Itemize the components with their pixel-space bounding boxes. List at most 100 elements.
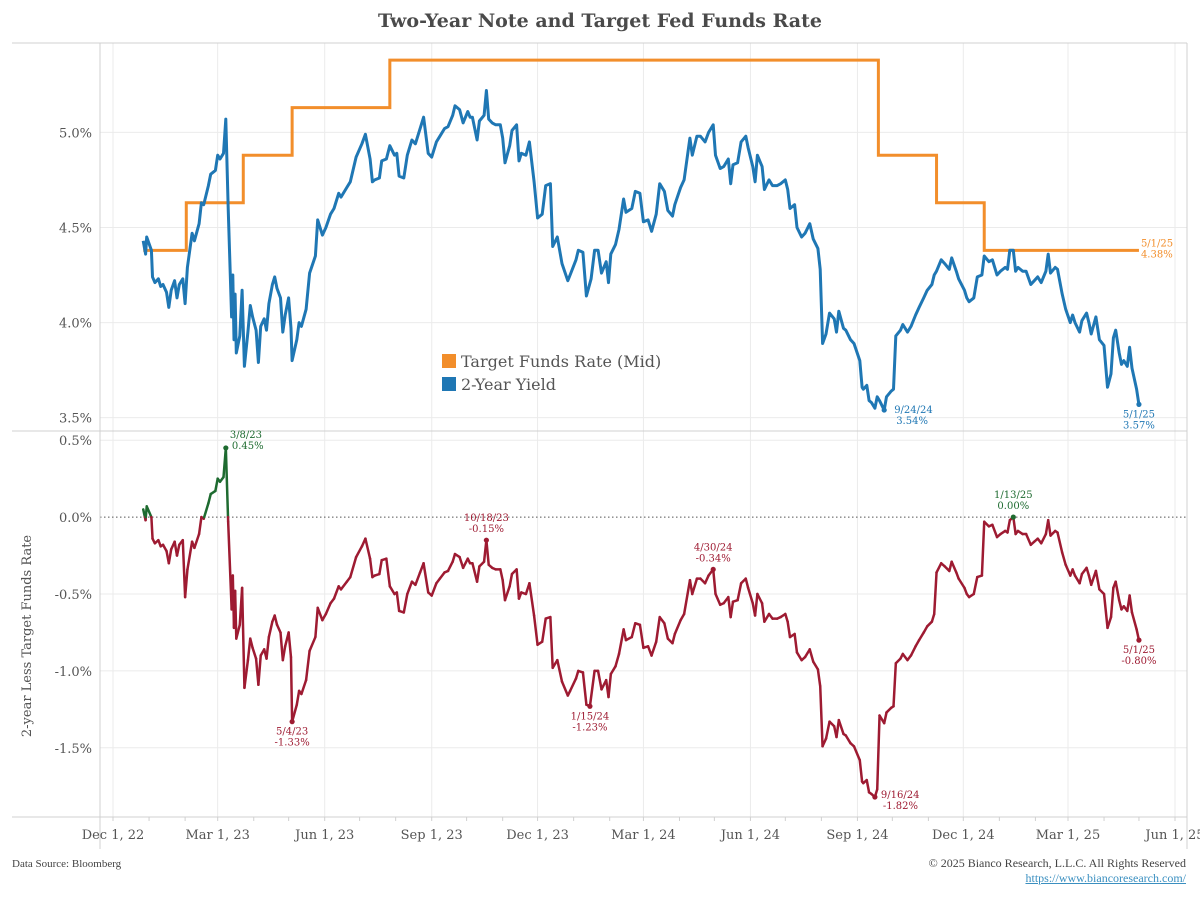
spread-segment-negative	[892, 661, 898, 708]
spread-segment-negative	[388, 585, 396, 596]
spread-segment-negative	[736, 581, 743, 602]
spread-segment-positive	[214, 477, 219, 493]
legend-swatch	[442, 377, 456, 391]
annotation-marker	[1010, 514, 1016, 520]
spread-segment-negative	[865, 778, 871, 794]
spread-segment-negative	[729, 600, 735, 619]
spread-segment-negative	[917, 631, 925, 642]
x-tick-label: Jun 1, 25	[1143, 828, 1200, 843]
spread-segment-negative	[458, 555, 465, 570]
spread-segment-positive	[207, 492, 212, 505]
spread-segment-negative	[581, 671, 588, 706]
y-tick-label-top: 5.0%	[59, 126, 92, 141]
legend-label: 2-Year Yield	[461, 375, 556, 394]
two-year-yield-line	[141, 89, 1141, 412]
spread-segment-negative	[308, 635, 317, 653]
spread-segment-negative	[991, 523, 999, 539]
annotation-date: 1/13/25	[994, 490, 1033, 501]
spread-segment-negative	[499, 568, 504, 582]
chart-title: Two-Year Note and Target Fed Funds Rate	[378, 10, 822, 32]
spread-segment-negative	[811, 660, 820, 671]
spread-segment-negative	[630, 621, 637, 639]
spread-segment-negative	[289, 655, 294, 723]
spread-segment-negative	[957, 577, 966, 590]
spread-segment-negative	[339, 580, 349, 591]
spread-segment-negative	[422, 562, 430, 594]
spread-segment-negative	[935, 562, 943, 574]
axis-layer: Dec 1, 22 Mar 1, 23 Jun 1, 23 Sep 1, 23 Dec …	[12, 42, 1200, 849]
annotation-date: 4/30/24	[694, 542, 733, 553]
website-link[interactable]: https://www.biancoresearch.com/	[1025, 871, 1186, 885]
spread-segment-negative	[930, 612, 936, 623]
spread-segment-negative	[1012, 515, 1017, 536]
spread-segment-negative	[607, 672, 613, 699]
y-tick-label-bottom: -1.5%	[55, 742, 92, 757]
spread-segment-negative	[744, 577, 750, 590]
spread-segment-negative	[1024, 532, 1033, 547]
y-tick-label-bottom: -1.0%	[55, 665, 92, 680]
spread-segment-negative	[1102, 592, 1109, 630]
spread-segment-negative	[364, 537, 372, 560]
legend-swatch	[442, 354, 456, 368]
annotation-value: 3.57%	[1123, 420, 1155, 431]
spread-segment-negative	[385, 557, 392, 588]
x-tick-label: Dec 1, 22	[82, 828, 145, 843]
spread-segment-negative	[835, 718, 841, 739]
spread-segment-negative	[438, 571, 446, 580]
spread-segment-negative	[1006, 518, 1012, 534]
spread-segment-negative	[663, 621, 670, 640]
spread-segment-negative	[556, 658, 564, 683]
spread-segment-negative	[233, 589, 238, 640]
spread-segment-negative	[1046, 518, 1052, 537]
x-tick-label: Mar 1, 23	[185, 828, 250, 843]
spread-segment-negative	[614, 652, 621, 668]
spread-segment-negative	[275, 623, 282, 634]
spread-segment-negative	[414, 571, 422, 587]
target-rate-line	[143, 58, 1139, 252]
annotation-marker	[223, 445, 229, 451]
spread-segment-negative	[406, 580, 414, 596]
spread-segment-negative	[485, 538, 490, 567]
annotation-layer: 9/24/243.54%5/1/253.57%5/1/254.38%3/8/23…	[223, 238, 1173, 812]
spread-segment-negative	[290, 703, 299, 723]
spread-segment-negative	[746, 586, 755, 605]
spread-segment-negative	[503, 585, 511, 602]
spread-segment-negative	[882, 711, 888, 725]
spread-segment-negative	[609, 665, 617, 676]
x-tick-label: Dec 1, 24	[932, 828, 995, 843]
spread-segment-negative	[300, 678, 308, 696]
annotation-date: 5/4/23	[276, 727, 308, 738]
spread-segment-negative	[909, 645, 917, 657]
spread-segment-negative	[596, 669, 603, 691]
y-axis-title: 2-year Less Target Funds Rate	[20, 535, 35, 738]
copyright-block: © 2025 Bianco Research, L.L.C. All Right…	[929, 856, 1186, 886]
spread-segment-negative	[714, 592, 722, 607]
annotation-marker	[289, 719, 295, 725]
spread-segment-negative	[540, 617, 547, 643]
y-tick-label-top: 4.5%	[59, 221, 92, 236]
spread-segment-negative	[682, 578, 692, 616]
y-tick-label-top: 3.5%	[59, 412, 92, 427]
spread-segment-negative	[1106, 615, 1113, 630]
spread-segment-negative	[287, 631, 293, 659]
spread-segment-positive	[141, 508, 147, 519]
spread-segment-negative	[844, 734, 852, 745]
annotation-date: 5/1/25	[1123, 409, 1155, 420]
y-tick-label-bottom: 0.5%	[59, 434, 92, 449]
spread-segment-negative	[1085, 566, 1091, 577]
spread-segment-negative	[1130, 611, 1138, 631]
annotation-marker	[1136, 401, 1142, 407]
spread-segment-negative	[451, 552, 457, 563]
spread-segment-negative	[1064, 563, 1072, 577]
spread-segment-negative	[197, 515, 203, 536]
annotation-marker	[1136, 637, 1142, 643]
annotation-date: 10/18/23	[464, 513, 509, 524]
spread-segment-negative	[501, 578, 507, 602]
spread-segment-negative	[193, 532, 201, 550]
x-tick-label: Jun 1, 24	[719, 828, 780, 843]
spread-segment-negative	[824, 720, 831, 740]
annotation-date: 5/1/25	[1123, 645, 1155, 656]
spread-segment-negative	[175, 543, 181, 557]
spread-segment-negative	[251, 646, 258, 660]
